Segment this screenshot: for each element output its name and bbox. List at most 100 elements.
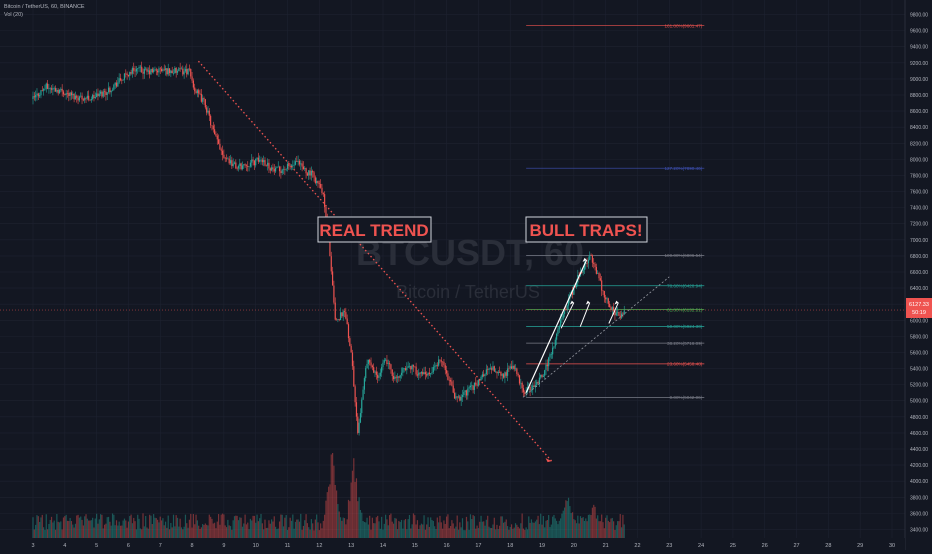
x-tick-label: 11 xyxy=(285,543,291,549)
candle-body xyxy=(68,93,70,96)
candle-body xyxy=(403,368,405,369)
volume-bar xyxy=(77,514,79,538)
candle-body xyxy=(137,68,139,69)
candle-body xyxy=(366,363,368,369)
volume-bar xyxy=(561,513,563,538)
volume-bar xyxy=(32,517,34,538)
y-tick-label: 8600.00 xyxy=(910,109,928,115)
y-tick-label: 6000.00 xyxy=(910,318,928,324)
volume-bar xyxy=(607,520,609,538)
candle-body xyxy=(444,365,446,371)
volume-bar xyxy=(445,516,448,538)
volume-bar xyxy=(558,520,560,538)
volume-bar xyxy=(357,501,359,538)
volume-bar xyxy=(602,522,604,538)
candle-body xyxy=(36,93,38,96)
volume-bar xyxy=(338,511,340,538)
volume-bar xyxy=(442,528,444,538)
volume-bar xyxy=(192,514,194,538)
candle-body xyxy=(445,370,448,374)
volume-bar xyxy=(410,528,412,538)
volume-bar xyxy=(424,529,426,538)
bull-trap-arrow xyxy=(579,302,591,327)
candle-body xyxy=(98,93,100,96)
y-tick-label: 4000.00 xyxy=(910,479,928,485)
volume-bar xyxy=(416,520,419,538)
candle-body xyxy=(467,388,469,396)
candle-body xyxy=(296,161,298,162)
y-tick-label: 7200.00 xyxy=(910,222,928,228)
volume-bar xyxy=(110,525,112,538)
volume-bar xyxy=(345,524,347,538)
candle-body xyxy=(601,280,603,291)
volume-bar xyxy=(216,521,218,538)
candle-body xyxy=(211,125,213,126)
volume-bar xyxy=(306,523,309,538)
candle-body xyxy=(622,313,624,315)
volume-bar xyxy=(312,523,314,538)
volume-bar xyxy=(109,521,111,538)
candle-body xyxy=(412,365,415,367)
volume-bar xyxy=(524,529,526,538)
candle-body xyxy=(374,371,376,373)
volume-bar xyxy=(60,521,62,538)
volume-bar xyxy=(179,518,181,538)
fib-level-label: 161.80%(9661.47) xyxy=(664,23,702,28)
volume-bar xyxy=(354,482,356,538)
candle-body xyxy=(325,207,327,217)
candle-body xyxy=(163,69,165,71)
volume-bar xyxy=(423,515,425,538)
volume-bar xyxy=(536,519,538,538)
volume-bar xyxy=(231,529,233,538)
candle-body xyxy=(375,371,377,375)
candle-body xyxy=(195,91,197,93)
candle-body xyxy=(286,164,289,169)
volume-bar xyxy=(147,528,149,538)
volume-bar xyxy=(408,514,411,538)
volume-bar xyxy=(522,528,525,538)
candle-body xyxy=(431,372,433,374)
candle-body xyxy=(469,385,472,388)
volume-bar xyxy=(480,515,482,538)
volume-bar xyxy=(274,526,277,538)
volume-bar xyxy=(620,527,623,538)
candle-body xyxy=(607,298,609,304)
volume-bar xyxy=(369,515,371,538)
candle-body xyxy=(289,165,291,167)
candle-body xyxy=(97,93,99,96)
candle-body xyxy=(41,90,43,91)
candle-body xyxy=(110,90,112,93)
candle-body xyxy=(109,87,111,93)
candle-body xyxy=(248,166,250,168)
candle-body xyxy=(175,67,177,73)
candle-body xyxy=(448,379,450,381)
x-tick-label: 20 xyxy=(571,543,577,549)
volume-bar xyxy=(134,521,136,538)
volume-bar xyxy=(293,528,295,538)
volume-bar xyxy=(609,522,611,538)
candle-body xyxy=(60,88,62,90)
candle-body xyxy=(86,95,88,99)
x-tick-label: 6 xyxy=(127,543,130,549)
volume-bar xyxy=(329,484,331,538)
candle-body xyxy=(200,93,202,102)
candle-body xyxy=(430,373,432,375)
y-tick-label: 7000.00 xyxy=(910,238,928,244)
candle-body xyxy=(406,367,408,371)
volume-bar xyxy=(414,515,416,538)
fib-level-label: 0.00%(5042.06) xyxy=(670,395,703,400)
candle-body xyxy=(48,88,50,89)
candle-body xyxy=(221,150,224,155)
y-tick-label: 5200.00 xyxy=(910,383,928,389)
candle-body xyxy=(114,82,116,85)
candle-body xyxy=(561,318,563,320)
x-tick-label: 16 xyxy=(444,543,450,549)
volume-bar xyxy=(94,518,96,538)
volume-bar xyxy=(118,521,120,538)
candle-body xyxy=(370,362,372,366)
volume-bar xyxy=(166,527,168,538)
candle-body xyxy=(520,382,522,384)
volume-bar xyxy=(549,527,551,538)
candle-body xyxy=(455,396,457,399)
